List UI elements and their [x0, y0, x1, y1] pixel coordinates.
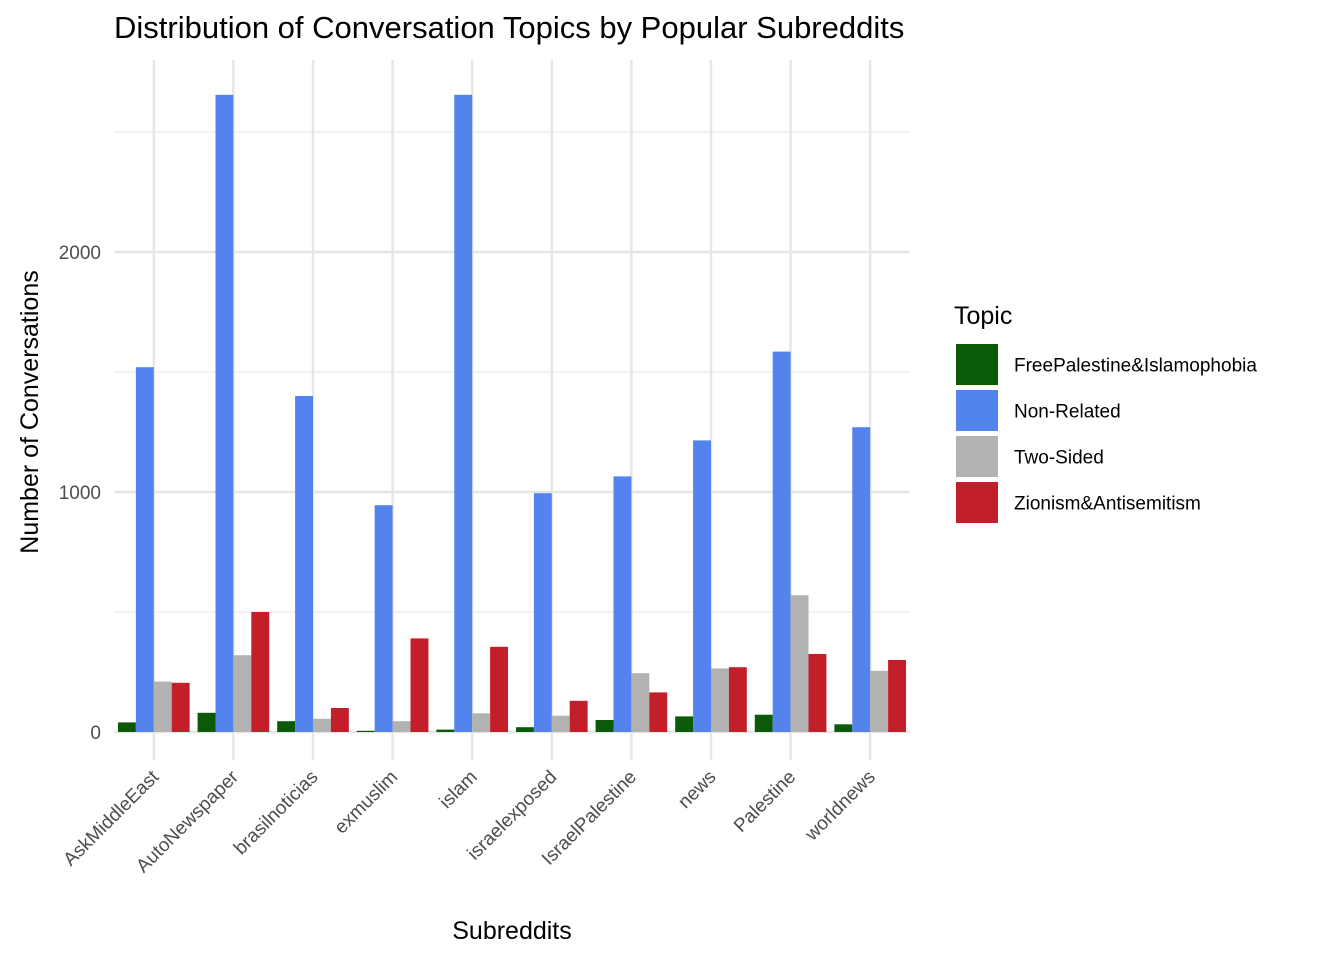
bar: [808, 654, 827, 732]
bar: [356, 730, 375, 732]
bar: [215, 94, 234, 733]
bar: [790, 595, 809, 732]
bar: [277, 721, 296, 732]
bars: [117, 94, 907, 733]
bar: [772, 351, 791, 732]
y-tick-label: 2000: [59, 243, 101, 264]
x-axis-ticks: AskMiddleEastAutoNewspaperbrasilnoticias…: [60, 766, 880, 877]
bar: [693, 440, 711, 732]
bar: [490, 646, 509, 732]
x-tick-label: exmuslim: [331, 767, 403, 839]
x-tick-label: islam: [436, 767, 482, 813]
y-axis-ticks: 0 1000 2000: [59, 243, 101, 744]
bar: [197, 712, 216, 732]
legend-key: [956, 390, 998, 431]
legend-label: Non-Related: [1014, 402, 1121, 423]
bar: [295, 396, 313, 732]
bar: [135, 367, 154, 732]
x-tick-label: worldnews: [801, 767, 880, 846]
bar: [313, 718, 331, 732]
x-axis-title: Subreddits: [452, 917, 572, 945]
x-tick-label: brasilnoticias: [230, 767, 323, 860]
legend: Topic FreePalestine&Islamophobia Non-Rela…: [954, 302, 1257, 523]
chart-title: Distribution of Conversation Topics by P…: [114, 10, 904, 45]
bar: [754, 714, 773, 732]
legend-key: [956, 482, 998, 523]
bar: [631, 673, 650, 732]
y-tick-label: 0: [90, 723, 101, 744]
bar: [551, 715, 570, 732]
bar: [870, 670, 889, 732]
bar: [251, 612, 270, 732]
bar: [330, 708, 349, 732]
bar: [675, 716, 694, 732]
bar: [171, 682, 190, 732]
legend-key: [956, 436, 998, 477]
legend-key: [956, 344, 998, 385]
bar: [117, 722, 136, 732]
bar: [436, 729, 455, 732]
legend-label: Zionism&Antisemitism: [1014, 494, 1201, 515]
legend-label: Two-Sided: [1014, 448, 1104, 469]
bar: [834, 724, 853, 732]
bar: [233, 655, 252, 732]
bar: [374, 505, 393, 732]
bar: [613, 476, 632, 732]
legend-label: FreePalestine&Islamophobia: [1014, 356, 1257, 377]
bar: [533, 493, 552, 732]
legend-title: Topic: [954, 302, 1012, 330]
bar: [711, 668, 729, 732]
bar: [515, 727, 534, 732]
bar: [569, 700, 588, 732]
bar: [153, 681, 172, 732]
bar: [888, 660, 907, 732]
bar: [472, 713, 491, 732]
y-tick-label: 1000: [59, 483, 101, 504]
bar: [595, 720, 614, 732]
x-tick-label: Palestine: [730, 767, 800, 837]
bar: [649, 692, 668, 732]
bar: [410, 638, 429, 732]
bar: [852, 427, 871, 732]
x-tick-label: news: [674, 767, 720, 813]
bar: [392, 721, 411, 732]
bar: [728, 667, 747, 732]
bar: [454, 94, 473, 733]
y-axis-title: Number of Conversations: [16, 270, 44, 553]
